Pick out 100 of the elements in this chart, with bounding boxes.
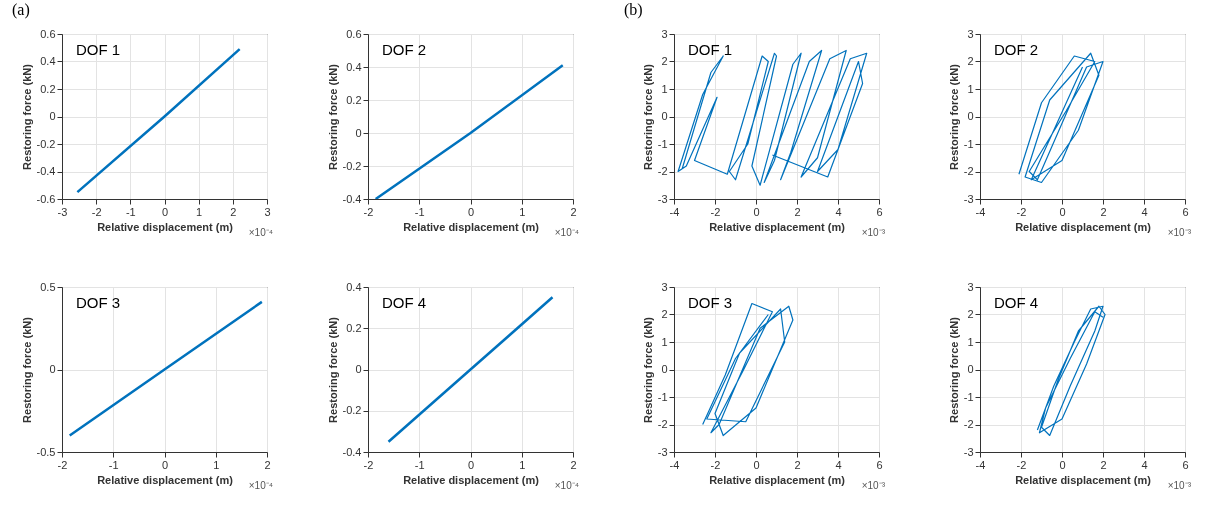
- x-tick-label: -2: [363, 205, 374, 218]
- y-tick-label: -0.2: [342, 404, 362, 417]
- y-tick-label: 2: [661, 308, 668, 320]
- x-axis-title: Relative displacement (m): [97, 220, 234, 233]
- x-tick-label: 0: [753, 458, 760, 471]
- y-tick-label: 0: [661, 110, 668, 122]
- x-axis-title: Relative displacement (m): [403, 220, 540, 233]
- y-tick-label: 3: [661, 280, 668, 293]
- x-tick-label: -2: [1016, 458, 1027, 471]
- y-axis-title: Restoring force (kN): [947, 63, 960, 170]
- x-tick-label: 0: [467, 458, 475, 471]
- x-tick-label: -2: [363, 458, 374, 471]
- text: (b): [624, 1, 643, 19]
- x-tick-label: -1: [414, 458, 425, 471]
- y-axis-title: Restoring force (kN): [641, 63, 654, 170]
- x-tick-label: -1: [414, 205, 425, 218]
- annotation: DOF 3: [76, 294, 121, 311]
- x-tick-label: 6: [876, 205, 883, 218]
- text: ×10⁻⁴: [248, 227, 273, 238]
- x-tick-label: 2: [570, 458, 577, 471]
- x-tick-label: -2: [710, 205, 721, 218]
- annotation: DOF 3: [688, 294, 733, 311]
- x-tick-label: -4: [975, 458, 986, 471]
- x-tick-label: -4: [669, 205, 680, 218]
- y-tick-label: -3: [963, 445, 974, 458]
- y-tick-label: -2: [657, 418, 668, 430]
- y-tick-label: 0.4: [346, 280, 362, 293]
- y-tick-label: 2: [967, 55, 974, 67]
- x-tick-label: -2: [57, 458, 68, 471]
- y-tick-label: 0: [49, 110, 56, 122]
- x-tick-label: -2: [1016, 205, 1027, 218]
- y-tick-label: 0.2: [40, 82, 56, 95]
- y-tick-label: -0.2: [342, 159, 362, 172]
- x-tick-label: -4: [975, 205, 986, 218]
- x-tick-label: -4: [669, 458, 680, 471]
- text: ×10⁻⁴: [248, 480, 273, 491]
- x-axis-title: Relative displacement (m): [709, 473, 846, 486]
- text: (a): [12, 1, 30, 19]
- x-tick-label: 0: [1059, 205, 1066, 218]
- y-axis-title: Restoring force (kN): [326, 63, 339, 170]
- y-tick-label: -1: [657, 137, 668, 150]
- y-tick-label: 0: [355, 126, 362, 139]
- x-axis-title: Relative displacement (m): [97, 473, 234, 486]
- text: ×10⁻³: [1167, 480, 1192, 491]
- y-tick-label: 3: [967, 27, 974, 40]
- annotation: DOF 4: [382, 294, 427, 311]
- y-tick-label: -2: [657, 165, 668, 177]
- y-tick-label: 3: [967, 280, 974, 293]
- y-tick-label: 0: [661, 363, 668, 375]
- x-tick-label: 0: [161, 458, 169, 471]
- annotation: DOF 4: [994, 294, 1039, 311]
- y-tick-label: -0.2: [36, 137, 56, 150]
- y-tick-label: 1: [661, 335, 668, 348]
- y-tick-label: 0: [355, 363, 362, 375]
- x-tick-label: 1: [196, 205, 203, 218]
- x-tick-label: 6: [1182, 205, 1189, 218]
- x-axis-title: Relative displacement (m): [1015, 220, 1152, 233]
- x-tick-label: -2: [91, 205, 102, 218]
- x-axis-title: Relative displacement (m): [403, 473, 540, 486]
- x-tick-label: -1: [108, 458, 119, 471]
- x-tick-label: 6: [1182, 458, 1189, 471]
- y-axis-title: Restoring force (kN): [326, 316, 339, 423]
- y-tick-label: -0.4: [342, 192, 362, 205]
- y-tick-label: 0.4: [40, 55, 56, 67]
- y-tick-label: 3: [661, 27, 668, 40]
- text: ×10⁻³: [861, 480, 886, 491]
- x-tick-label: 2: [230, 205, 237, 218]
- y-tick-label: 0.4: [346, 60, 362, 73]
- y-tick-label: -0.5: [36, 445, 56, 458]
- y-tick-label: -1: [657, 390, 668, 403]
- y-tick-label: -0.4: [342, 445, 362, 458]
- x-tick-label: 4: [1141, 205, 1148, 218]
- x-tick-label: 4: [835, 205, 842, 218]
- x-tick-label: 0: [753, 205, 760, 218]
- y-tick-label: 0.2: [346, 321, 362, 334]
- y-tick-label: 0: [49, 363, 56, 375]
- x-axis-title: Relative displacement (m): [1015, 473, 1152, 486]
- y-tick-label: 0.5: [40, 280, 56, 293]
- y-tick-label: -1: [963, 390, 974, 403]
- x-tick-label: 2: [794, 205, 801, 218]
- x-tick-label: 1: [519, 458, 526, 471]
- x-tick-label: 2: [1100, 205, 1107, 218]
- y-axis-title: Restoring force (kN): [641, 316, 654, 423]
- y-tick-label: -3: [963, 192, 974, 205]
- x-tick-label: 0: [1059, 458, 1066, 471]
- y-tick-label: 2: [661, 55, 668, 67]
- y-tick-label: 0.2: [346, 93, 362, 106]
- y-tick-label: 0.6: [40, 27, 56, 40]
- annotation: DOF 2: [994, 41, 1039, 58]
- y-tick-label: -1: [963, 137, 974, 150]
- y-axis-title: Restoring force (kN): [20, 63, 33, 170]
- line-series: [1036, 305, 1106, 437]
- x-tick-label: 2: [794, 458, 801, 471]
- text: ×10⁻⁴: [554, 227, 579, 238]
- x-tick-label: -2: [710, 458, 721, 471]
- y-tick-label: -0.6: [36, 192, 56, 205]
- y-tick-label: -3: [657, 445, 668, 458]
- y-tick-label: -2: [963, 418, 974, 430]
- x-tick-label: -1: [125, 205, 136, 218]
- y-tick-label: 1: [661, 82, 668, 95]
